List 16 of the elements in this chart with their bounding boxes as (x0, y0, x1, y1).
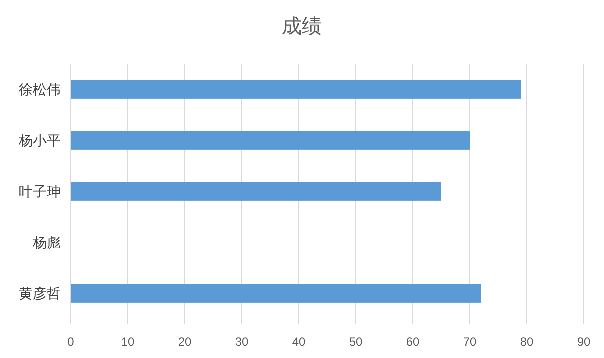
y-tick-label: 黄彦哲 (19, 286, 61, 302)
x-tick-label: 10 (121, 335, 135, 349)
y-tick-label: 杨小平 (18, 132, 61, 148)
x-tick-label: 20 (178, 335, 192, 349)
x-tick-label: 80 (520, 335, 534, 349)
x-tick-label: 40 (292, 335, 306, 349)
y-tick-label: 徐松伟 (19, 82, 61, 98)
x-tick-label: 90 (577, 335, 591, 349)
y-tick-label: 杨彪 (32, 234, 61, 250)
x-tick-label: 30 (235, 335, 249, 349)
y-tick-label: 叶子珅 (19, 184, 61, 200)
chart-title: 成绩 (282, 16, 322, 38)
x-tick-label: 50 (349, 335, 363, 349)
x-tick-label: 70 (463, 335, 477, 349)
x-tick-label: 60 (406, 335, 420, 349)
x-tick-label: 0 (68, 335, 75, 349)
